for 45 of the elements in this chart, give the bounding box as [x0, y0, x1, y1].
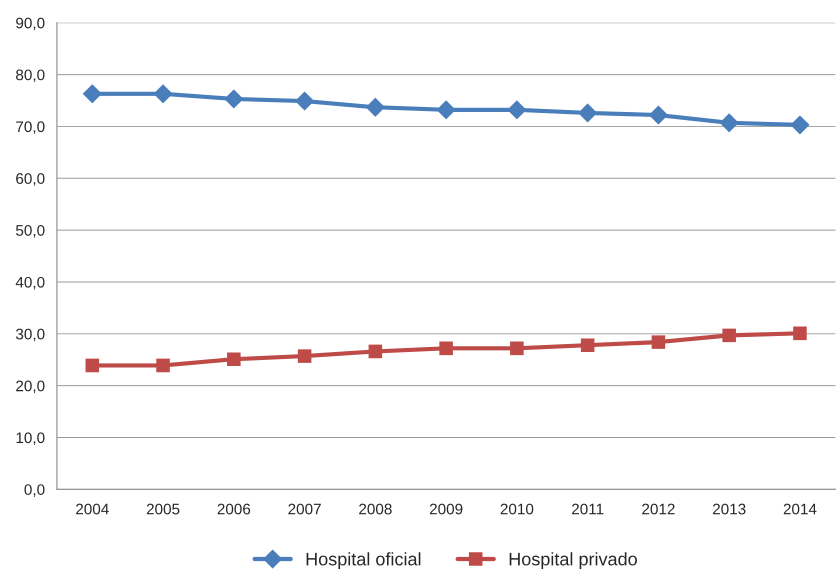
point	[578, 104, 598, 122]
point	[580, 338, 594, 352]
y-tick-label: 90,0	[16, 18, 45, 30]
point	[295, 92, 314, 110]
point	[224, 90, 244, 108]
x-tick-label: 2004	[76, 504, 109, 514]
point	[156, 358, 170, 372]
point	[790, 116, 810, 134]
point	[154, 84, 172, 104]
x-tick-label: 2009	[430, 504, 462, 514]
point	[227, 352, 241, 366]
point	[510, 342, 524, 356]
y-tick-label: 70,0	[16, 121, 45, 134]
x-tick-label: 2008	[359, 504, 392, 514]
x-tick-label: 2013	[712, 504, 746, 514]
point	[366, 98, 385, 117]
y-tick-label: 30,0	[16, 328, 45, 342]
point	[439, 342, 453, 356]
legend-label: Hospital oficial	[306, 552, 420, 569]
point	[82, 84, 102, 104]
point	[86, 358, 100, 372]
point	[649, 106, 668, 124]
point	[722, 328, 736, 342]
y-tick-label: 10,0	[16, 432, 45, 445]
x-tick-label: 2006	[218, 504, 250, 514]
x-tick-label: 2012	[642, 504, 675, 514]
y-tick-label: 50,0	[16, 224, 45, 238]
point	[436, 100, 456, 120]
legend-label: Hospital privado	[510, 552, 637, 569]
point	[508, 100, 526, 120]
x-tick-label: 2011	[572, 504, 604, 514]
point	[720, 113, 739, 132]
point	[793, 326, 807, 340]
x-tick-label: 2010	[500, 504, 534, 514]
y-tick-label: 40,0	[16, 276, 45, 290]
y-tick-label: 60,0	[16, 173, 45, 186]
point	[298, 349, 312, 363]
x-tick-label: 2014	[784, 504, 816, 514]
x-tick-label: 2007	[288, 504, 321, 514]
point	[368, 344, 382, 358]
y-tick-label: 0,0	[24, 484, 45, 497]
y-tick-label: 80,0	[16, 69, 45, 82]
point	[652, 335, 666, 349]
y-tick-label: 20,0	[16, 380, 45, 394]
x-tick-label: 2005	[146, 504, 180, 514]
